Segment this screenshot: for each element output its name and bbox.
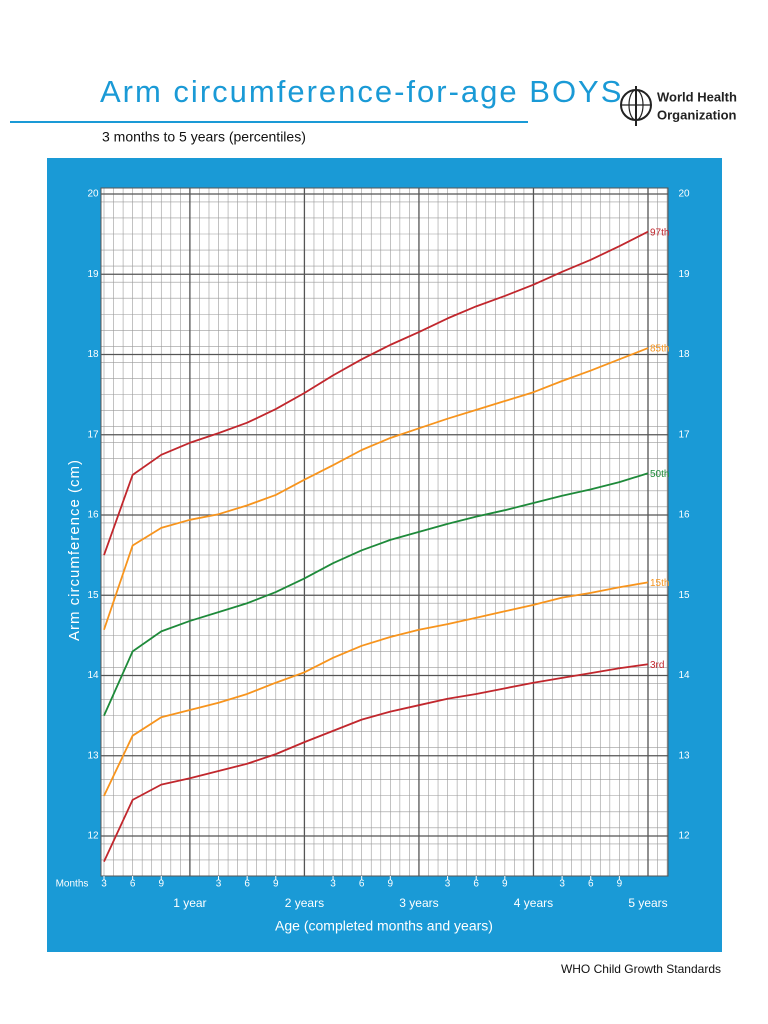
y-tick-label: 16 <box>87 510 99 521</box>
x-tick-label: 6 <box>473 879 479 890</box>
x-tick-label: 5 years <box>628 896 667 910</box>
x-tick-label: 4 years <box>514 896 553 910</box>
chart-title: Arm circumference-for-age BOYS <box>100 74 623 109</box>
series-label: 3rd <box>650 660 664 671</box>
y-tick-label: 14 <box>678 670 690 681</box>
footer: WHO Child Growth Standards <box>561 962 721 976</box>
percentile-line <box>103 347 649 631</box>
y-tick-label: 13 <box>678 750 690 761</box>
y-tick-label: 12 <box>678 831 690 842</box>
x-tick-label: 3 <box>559 879 565 890</box>
x-tick-label: 9 <box>388 879 394 890</box>
y-tick-label: 20 <box>678 189 690 200</box>
y-tick-label: 15 <box>87 590 99 601</box>
x-tick-label: 6 <box>588 879 594 890</box>
org-name: Organization <box>657 107 737 122</box>
x-tick-label: 3 <box>445 879 451 890</box>
percentile-line <box>103 663 649 863</box>
percentile-line <box>103 581 649 797</box>
series-label: 85th <box>650 344 669 355</box>
plot-frame <box>100 187 669 877</box>
org-name: World Health <box>657 89 737 104</box>
who-logo: World Health Organization <box>620 86 737 126</box>
x-tick-label: 9 <box>158 879 164 890</box>
y-tick-label: 19 <box>87 269 99 280</box>
series-label: 50th <box>650 469 669 480</box>
y-tick-label: 15 <box>678 590 690 601</box>
x-tick-label: 3 <box>330 879 336 890</box>
x-axis-label: Age (completed months and years) <box>275 918 493 934</box>
y-tick-label: 20 <box>87 189 99 200</box>
x-tick-label: 9 <box>273 879 279 890</box>
x-row-label: Months <box>56 879 89 890</box>
plot: 97th 85th 50th 15th 3rd <box>100 187 669 877</box>
y-tick-label: 19 <box>678 269 690 280</box>
series-label: 97th <box>650 227 669 238</box>
percentile-line <box>103 230 649 556</box>
x-tick-label: 3 years <box>399 896 438 910</box>
series-label: 15th <box>650 578 669 589</box>
y-tick-label: 18 <box>678 349 690 360</box>
y-tick-label: 14 <box>87 670 99 681</box>
y-axis-label: Arm circumference (cm) <box>66 459 83 641</box>
y-tick-label: 18 <box>87 349 99 360</box>
x-tick-label: 2 years <box>285 896 324 910</box>
y-tick-label: 16 <box>678 510 690 521</box>
x-tick-label: 9 <box>617 879 623 890</box>
x-tick-label: 3 <box>216 879 222 890</box>
x-tick-label: 9 <box>502 879 508 890</box>
y-tick-label: 17 <box>87 429 99 440</box>
percentile-line <box>103 472 649 716</box>
y-tick-label: 17 <box>678 429 690 440</box>
x-tick-label: 6 <box>244 879 250 890</box>
chart-subtitle: 3 months to 5 years (percentiles) <box>102 129 306 145</box>
x-tick-label: 6 <box>359 879 365 890</box>
x-tick-label: 6 <box>130 879 136 890</box>
y-tick-label: 13 <box>87 750 99 761</box>
y-tick-label: 12 <box>87 831 99 842</box>
plot-area <box>101 188 668 876</box>
x-tick-label: 1 year <box>173 896 206 910</box>
x-tick-label: 3 <box>101 879 107 890</box>
